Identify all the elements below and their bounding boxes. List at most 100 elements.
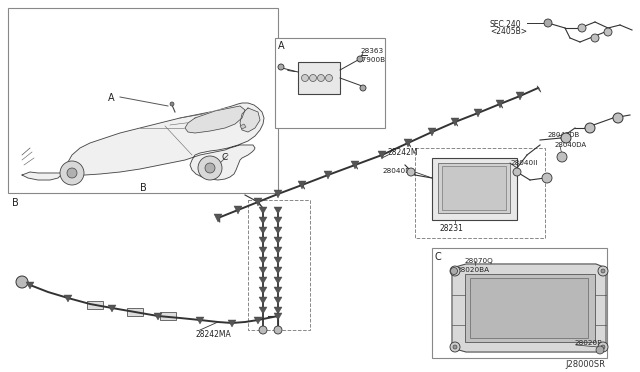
Text: 28040DA: 28040DA	[555, 142, 587, 148]
Text: 28040II: 28040II	[510, 160, 538, 166]
Circle shape	[450, 342, 460, 352]
Text: SEC.240: SEC.240	[490, 20, 522, 29]
Polygon shape	[259, 297, 267, 304]
Circle shape	[317, 74, 324, 81]
Bar	[8, 8, 278, 193]
Text: 28020BA: 28020BA	[456, 267, 489, 273]
Bar	[160, 312, 176, 320]
Polygon shape	[259, 287, 267, 294]
Polygon shape	[259, 217, 267, 224]
Text: C: C	[222, 153, 228, 162]
Bar	[438, 163, 510, 213]
Polygon shape	[274, 257, 282, 264]
Circle shape	[407, 168, 415, 176]
Circle shape	[274, 326, 282, 334]
Bar	[415, 148, 545, 238]
Circle shape	[598, 342, 608, 352]
Polygon shape	[452, 264, 606, 352]
Bar	[127, 308, 143, 316]
Bar	[465, 274, 595, 342]
Polygon shape	[214, 214, 222, 222]
Polygon shape	[274, 217, 282, 224]
Polygon shape	[240, 108, 260, 132]
Polygon shape	[196, 317, 204, 324]
Circle shape	[513, 168, 521, 176]
Polygon shape	[451, 118, 459, 126]
Polygon shape	[240, 124, 246, 129]
Polygon shape	[274, 190, 282, 198]
Text: J28000SR: J28000SR	[565, 360, 605, 369]
Polygon shape	[454, 120, 458, 126]
Text: 28040D: 28040D	[382, 168, 411, 174]
Circle shape	[453, 345, 457, 349]
Circle shape	[16, 276, 28, 288]
Polygon shape	[259, 267, 267, 274]
Polygon shape	[259, 277, 267, 284]
Polygon shape	[274, 237, 282, 244]
Bar	[248, 200, 310, 330]
Bar	[470, 278, 588, 338]
Polygon shape	[259, 207, 267, 214]
Circle shape	[601, 345, 605, 349]
Polygon shape	[378, 151, 386, 159]
Bar	[298, 62, 340, 94]
Polygon shape	[351, 161, 359, 169]
Circle shape	[585, 123, 595, 133]
Text: 28242MA: 28242MA	[195, 330, 231, 339]
Circle shape	[60, 161, 84, 185]
Text: B: B	[140, 183, 147, 193]
Text: C: C	[435, 252, 442, 262]
Text: 28363: 28363	[360, 48, 383, 54]
Bar	[87, 301, 103, 309]
Polygon shape	[324, 171, 332, 179]
Polygon shape	[257, 200, 261, 206]
Polygon shape	[228, 320, 236, 327]
Circle shape	[598, 266, 608, 276]
Text: A: A	[108, 93, 115, 103]
Circle shape	[170, 102, 174, 106]
Polygon shape	[274, 297, 282, 304]
Bar	[275, 38, 385, 128]
Circle shape	[360, 85, 366, 91]
Polygon shape	[22, 103, 264, 180]
Text: 28040DB: 28040DB	[548, 132, 580, 138]
Circle shape	[198, 156, 222, 180]
Text: 28020B: 28020B	[574, 340, 602, 346]
Text: 28242M: 28242M	[388, 148, 419, 157]
Text: 28070Q: 28070Q	[464, 258, 493, 264]
Polygon shape	[499, 102, 503, 108]
Polygon shape	[185, 106, 245, 133]
Bar	[442, 166, 506, 210]
Circle shape	[310, 74, 317, 81]
Polygon shape	[274, 287, 282, 294]
Polygon shape	[274, 277, 282, 284]
Polygon shape	[428, 128, 436, 136]
Circle shape	[67, 168, 77, 178]
Polygon shape	[218, 215, 220, 222]
Circle shape	[453, 269, 457, 273]
Polygon shape	[259, 257, 267, 264]
Circle shape	[450, 266, 460, 276]
Polygon shape	[516, 92, 524, 100]
Circle shape	[591, 34, 599, 42]
Polygon shape	[274, 307, 282, 314]
Polygon shape	[274, 247, 282, 254]
Circle shape	[604, 28, 612, 36]
Circle shape	[326, 74, 333, 81]
Text: A: A	[278, 41, 285, 51]
Circle shape	[205, 163, 215, 173]
Polygon shape	[26, 282, 34, 289]
Polygon shape	[298, 181, 306, 189]
Polygon shape	[64, 295, 72, 302]
Circle shape	[357, 56, 363, 62]
Polygon shape	[108, 305, 116, 312]
Polygon shape	[274, 267, 282, 274]
Polygon shape	[354, 163, 358, 169]
Bar	[432, 158, 517, 220]
Polygon shape	[404, 139, 412, 147]
Text: 27900B: 27900B	[357, 57, 385, 63]
Circle shape	[601, 269, 605, 273]
Polygon shape	[254, 198, 262, 206]
Circle shape	[542, 173, 552, 183]
Circle shape	[596, 346, 604, 354]
